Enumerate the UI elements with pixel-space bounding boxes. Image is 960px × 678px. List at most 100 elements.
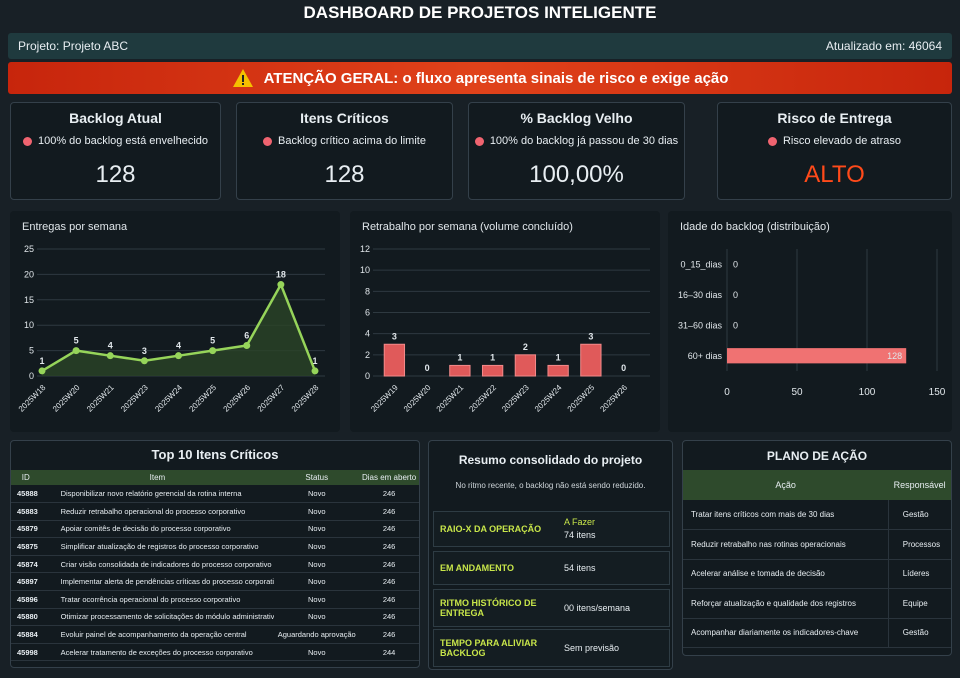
table-cell: 45879: [11, 520, 41, 539]
value-label: 0: [425, 363, 430, 373]
table-cell: 246: [359, 555, 419, 574]
table-row: 45884 Evoluir painel de acompanhamento da…: [11, 625, 419, 644]
kpi-value: ALTO: [804, 161, 865, 188]
kpi-card: Backlog Atual 100% do backlog está envelh…: [10, 102, 221, 200]
column-header: Item: [40, 470, 275, 485]
value-label: 128: [887, 351, 902, 361]
chart-title: Idade do backlog (distribuição): [680, 221, 830, 233]
y-tick-label: 0: [29, 371, 34, 381]
kpi-title: Risco de Entrega: [777, 110, 892, 126]
table-cell: Novo: [274, 572, 360, 592]
project-bar: Projeto: Projeto ABC Atualizado em: 4606…: [8, 33, 952, 59]
column-header: ID: [11, 470, 41, 485]
kpi-value: 128: [95, 161, 136, 188]
table-cell: 45998: [11, 643, 41, 662]
kpi-title: Backlog Atual: [69, 110, 162, 126]
y-tick-label: 2: [365, 350, 370, 360]
x-tick-label: 2025W25: [566, 383, 597, 414]
summary-value: 00 itens/semana: [564, 602, 631, 613]
summary-row: TEMPO PARA ALIVIAR BACKLOG Sem previsão: [433, 629, 670, 667]
value-label: 1: [312, 356, 317, 366]
table-row: Acompanhar diariamente os indicadores-ch…: [683, 618, 951, 648]
table-cell: 45884: [11, 625, 41, 644]
value-label: 0: [733, 320, 738, 330]
table-cell: Equipe: [887, 588, 951, 619]
summary-value: Sem previsão: [564, 642, 620, 653]
warning-icon: [232, 69, 253, 87]
table-row: 45879 Apoiar comitês de decisão do proces…: [11, 520, 419, 539]
x-tick-label: 2025W21: [435, 383, 466, 414]
point: [243, 342, 251, 350]
table-cell: Gestão: [887, 618, 951, 648]
x-tick-label: 2025W24: [533, 383, 564, 414]
table-cell: 246: [359, 485, 419, 504]
summary-label: EM ANDAMENTO: [440, 563, 514, 573]
table-row: Reduzir retrabalho nas rotinas operacion…: [683, 529, 951, 560]
point: [277, 281, 285, 289]
value-label: 1: [556, 352, 561, 362]
value-label: 0: [621, 363, 626, 373]
panel-title: PLANO DE AÇÃO: [766, 449, 868, 463]
table-row: 45883 Reduzir retrabalho operacional do p…: [11, 502, 419, 521]
summary-row: EM ANDAMENTO 54 itens: [433, 551, 670, 585]
x-tick-label: 2025W25: [187, 383, 218, 414]
summary-value-box: 00 itens/semana: [564, 602, 630, 615]
point: [140, 357, 148, 365]
table-cell: Reduzir retrabalho nas rotinas operacion…: [683, 529, 889, 560]
value-label: 18: [276, 270, 286, 280]
point: [209, 347, 217, 355]
table-cell: Simplificar atualização de registros do …: [40, 537, 275, 556]
point: [175, 352, 182, 360]
kpi-card: % Backlog Velho 100% do backlog já passou…: [468, 102, 685, 200]
y-tick-label: 15: [24, 295, 34, 305]
x-tick-label: 2025W21: [85, 383, 116, 414]
table-cell: 246: [359, 502, 419, 521]
value-label: 3: [392, 331, 397, 341]
y-tick-label: 10: [24, 320, 34, 330]
table-cell: Acelerar tratamento de exceções do proce…: [40, 643, 275, 662]
table-cell: 45888: [11, 485, 41, 504]
kpi-note: 100% do backlog já passou de 30 dias: [469, 135, 684, 147]
table-cell: 244: [359, 643, 419, 662]
alert-text: ATENÇÃO GERAL: o fluxo apresenta sinais …: [263, 69, 729, 87]
table-row: 45874 Criar visão consolidada de indicado…: [11, 555, 419, 574]
table-cell: Processos: [887, 529, 951, 560]
kpi-card: Risco de Entrega Risco elevado de atraso A…: [717, 102, 952, 200]
table-cell: Evoluir painel de acompanhamento da oper…: [40, 625, 275, 644]
alert-banner: ATENÇÃO GERAL: o fluxo apresenta sinais …: [8, 62, 952, 94]
y-tick-label: 8: [365, 286, 370, 296]
x-tick-label: 2025W23: [500, 383, 531, 414]
table-cell: 45896: [11, 590, 41, 609]
summary-value: A Fazer: [564, 517, 596, 527]
value-label: 0: [733, 290, 738, 300]
x-tick-label: 2025W22: [467, 383, 498, 414]
y-tick-label: 12: [360, 244, 370, 254]
summary-note: No ritmo recente, o backlog não está sen…: [455, 481, 646, 490]
table-row: Acelerar análise e tomada de decisão Líde…: [683, 559, 951, 589]
table-row: 45897 Implementar alerta de pendências cr…: [11, 572, 419, 592]
y-tick-label: 16–30 dias: [678, 290, 723, 300]
summary-label: RAIO-X DA OPERAÇÃO: [440, 524, 542, 534]
summary-row: RAIO-X DA OPERAÇÃO A Fazer 74 itens: [433, 511, 670, 547]
value-label: 1: [490, 352, 495, 362]
y-tick-label: 25: [24, 244, 34, 254]
y-tick-label: 4: [365, 329, 370, 339]
bar: [514, 354, 537, 377]
value-label: 0: [733, 259, 738, 269]
table-cell: Gestão: [887, 500, 951, 530]
table-cell: Novo: [274, 537, 360, 556]
summary-value: 54 itens: [564, 562, 596, 573]
x-tick-label: 2025W23: [119, 383, 150, 414]
y-tick-label: 0_15_dias: [680, 259, 722, 269]
table-cell: 246: [359, 608, 419, 627]
value-label: 3: [142, 346, 147, 356]
chart: Retrabalho por semana (volume concluído)…: [350, 211, 660, 432]
value-label: 5: [74, 336, 79, 346]
bar: [580, 343, 602, 377]
kpi-card: Itens Críticos Backlog crítico acima do l…: [236, 102, 453, 200]
y-tick-label: 5: [29, 346, 34, 356]
bar: [727, 348, 907, 364]
value-label: 4: [108, 341, 113, 351]
table-cell: Novo: [274, 502, 360, 521]
